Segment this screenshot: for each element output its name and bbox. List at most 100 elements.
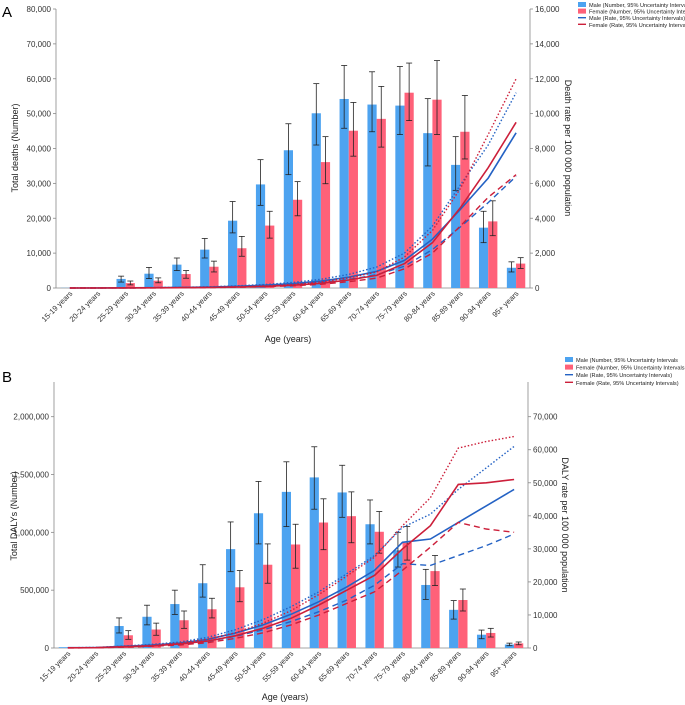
panel-b-female-bar bbox=[514, 643, 524, 648]
panel-b-y-tick-label: 2,000,000 bbox=[13, 413, 49, 422]
panel-a-y-tick-label: 70,000 bbox=[27, 40, 52, 49]
panel-b-legend-label: Female (Rate, 95% Uncertainty Intervals) bbox=[576, 381, 679, 387]
panel-b-male-bar bbox=[142, 616, 152, 648]
panel-a-male-bar bbox=[116, 278, 126, 288]
panel-a-female-bar bbox=[181, 274, 191, 288]
panel-a-female-bar bbox=[320, 162, 331, 288]
panel-a-female-bar bbox=[516, 263, 526, 288]
panel-b-male-bar bbox=[170, 604, 180, 648]
panel-a-male-bar bbox=[144, 273, 154, 288]
panel-b-female-bar bbox=[263, 564, 273, 648]
panel-b-female-bar bbox=[402, 542, 412, 648]
panel-b-male-bar bbox=[365, 524, 375, 648]
panel-a-y2-tick-label: 12,000 bbox=[535, 75, 560, 84]
panel-a-female-bar bbox=[404, 92, 414, 288]
panel-a-male-bar bbox=[311, 113, 321, 289]
panel-a-y2-tick-label: 10,000 bbox=[535, 110, 560, 119]
panel-a-male-bar bbox=[283, 150, 293, 288]
panel-a-female-bar bbox=[460, 131, 470, 288]
panel-a-male-bar bbox=[172, 264, 182, 288]
panel-b-male-bar bbox=[449, 609, 459, 648]
panel-a-male-bar bbox=[255, 184, 266, 288]
panel-b-y2-tick-label: 60,000 bbox=[533, 446, 558, 455]
panel-a-female-rate-lower bbox=[69, 174, 517, 289]
panel-a-y-tick-label: 0 bbox=[47, 284, 52, 293]
panel-b-y-tick-label: 1,500,000 bbox=[13, 471, 49, 480]
panel-a-male-bar bbox=[395, 105, 405, 288]
panel-b-female-rate-lower bbox=[67, 521, 515, 649]
panel-b-legend: Male (Number, 95% Uncertainty Intervals F… bbox=[565, 357, 685, 387]
panel-a-legend-label: Male (Number, 95% Uncertainty Intervals) bbox=[589, 3, 685, 9]
panel-a-female-bar bbox=[376, 118, 386, 288]
panel-b-female-bar bbox=[486, 632, 496, 648]
panel-a-female-bar bbox=[348, 130, 358, 288]
panel-b-female-bar bbox=[151, 629, 161, 648]
panel-a-legend-swatch bbox=[578, 2, 586, 7]
panel-b-y2-tick-label: 40,000 bbox=[533, 512, 558, 521]
panel-a-legend-label: Female (Rate, 95% Uncertainty Intervals) bbox=[589, 23, 685, 29]
panel-b-legend-label: Female (Number, 95% Uncertainty Interval… bbox=[576, 366, 685, 372]
panel-b-female-bar bbox=[291, 544, 301, 648]
panel-b-y2-tick-label: 20,000 bbox=[533, 578, 558, 587]
panel-a-female-bar bbox=[432, 99, 442, 288]
panel-b-male-bar bbox=[504, 644, 515, 648]
panel-b-y-tick-label: 0 bbox=[45, 644, 50, 653]
panel-b-male-bar bbox=[309, 477, 319, 648]
panel-a-y2-tick-label: 14,000 bbox=[535, 40, 560, 49]
panel-b-male-bar bbox=[114, 626, 124, 648]
panel-b-male-bar bbox=[337, 492, 347, 648]
panel-b-female-bar bbox=[346, 516, 356, 648]
panel-b-y2-tick-label: 30,000 bbox=[533, 545, 558, 554]
panel-b-y-tick-label: 500,000 bbox=[20, 586, 49, 595]
panel-b-female-bar bbox=[430, 571, 440, 648]
panel-a-female-bar bbox=[293, 199, 303, 288]
panel-b-y2-tick-label: 10,000 bbox=[533, 611, 558, 620]
panel-b-male-bar bbox=[421, 584, 431, 648]
panel-a-female-bar bbox=[209, 266, 219, 288]
panel-b-y-axis-label: Total DALYs (Number) bbox=[9, 471, 19, 560]
panel-b-legend-label: Male (Number, 95% Uncertainty Intervals bbox=[576, 358, 678, 364]
panel-a-male-bar bbox=[367, 104, 377, 289]
panel-a-male-bar bbox=[478, 227, 489, 288]
panel-a-male-bar bbox=[228, 220, 238, 288]
panel-a-y-tick-label: 20,000 bbox=[27, 214, 52, 223]
panel-a-legend: Male (Number, 95% Uncertainty Intervals)… bbox=[578, 2, 685, 29]
panel-b-male-bar bbox=[393, 550, 403, 648]
panel-a-plot: 0 10,000 20,000 30,000 40,000 50,000 60,000 70,… bbox=[27, 5, 560, 324]
panel-b-female-bar bbox=[318, 522, 329, 648]
panel-a-y2-axis-label: Death rate per 100 000 population bbox=[563, 80, 573, 217]
panel-a-legend-label: Female (Number, 95% Uncertainty Interval… bbox=[589, 10, 685, 16]
panel-b-x-tick-label: 95+ years bbox=[488, 649, 518, 679]
panel-a-male-bar bbox=[451, 164, 461, 288]
panel-b-legend-swatch bbox=[565, 364, 573, 370]
panel-b-female-bar bbox=[123, 635, 133, 648]
panel-a-y-tick-label: 40,000 bbox=[27, 145, 52, 154]
panel-b-y2-tick-label: 70,000 bbox=[533, 413, 558, 422]
panel-a-y2-tick-label: 8,000 bbox=[535, 145, 556, 154]
panel-a-male-bar bbox=[339, 98, 349, 288]
panel-b-y2-axis-label: DALY rate per 100 000 population bbox=[560, 457, 570, 592]
panel-b-female-bar bbox=[179, 620, 189, 648]
panel-b-female-bar bbox=[374, 531, 384, 648]
panel-b-y2-tick-label: 0 bbox=[533, 644, 538, 653]
panel-a-male-bar bbox=[506, 267, 517, 288]
panel-b-female-bar bbox=[207, 609, 217, 648]
panel-b-x-axis-label: Age (years) bbox=[262, 692, 309, 702]
panel-a-y-tick-label: 30,000 bbox=[27, 179, 52, 188]
panel-a-y-axis-label: Total deaths (Number) bbox=[10, 103, 20, 192]
panel-b: B Male (Number, 95% Uncertainty Interval… bbox=[2, 357, 685, 702]
panel-a-y2-tick-label: 2,000 bbox=[535, 249, 556, 258]
panel-b-male-bar bbox=[253, 513, 264, 648]
panel-label-b: B bbox=[2, 369, 12, 386]
panel-b-male-bar bbox=[226, 549, 236, 648]
panel-b-female-bar bbox=[235, 587, 245, 648]
panel-a-x-axis-label: Age (years) bbox=[265, 334, 312, 344]
panel-b-male-bar bbox=[476, 634, 487, 648]
panel-a-y2-tick-label: 4,000 bbox=[535, 214, 556, 223]
panel-label-a: A bbox=[2, 4, 12, 21]
panel-a-y-tick-label: 10,000 bbox=[27, 249, 52, 258]
panel-a-y-tick-label: 80,000 bbox=[27, 5, 52, 14]
panel-b-male-bar bbox=[58, 647, 68, 648]
panel-b-legend-swatch bbox=[565, 357, 573, 362]
